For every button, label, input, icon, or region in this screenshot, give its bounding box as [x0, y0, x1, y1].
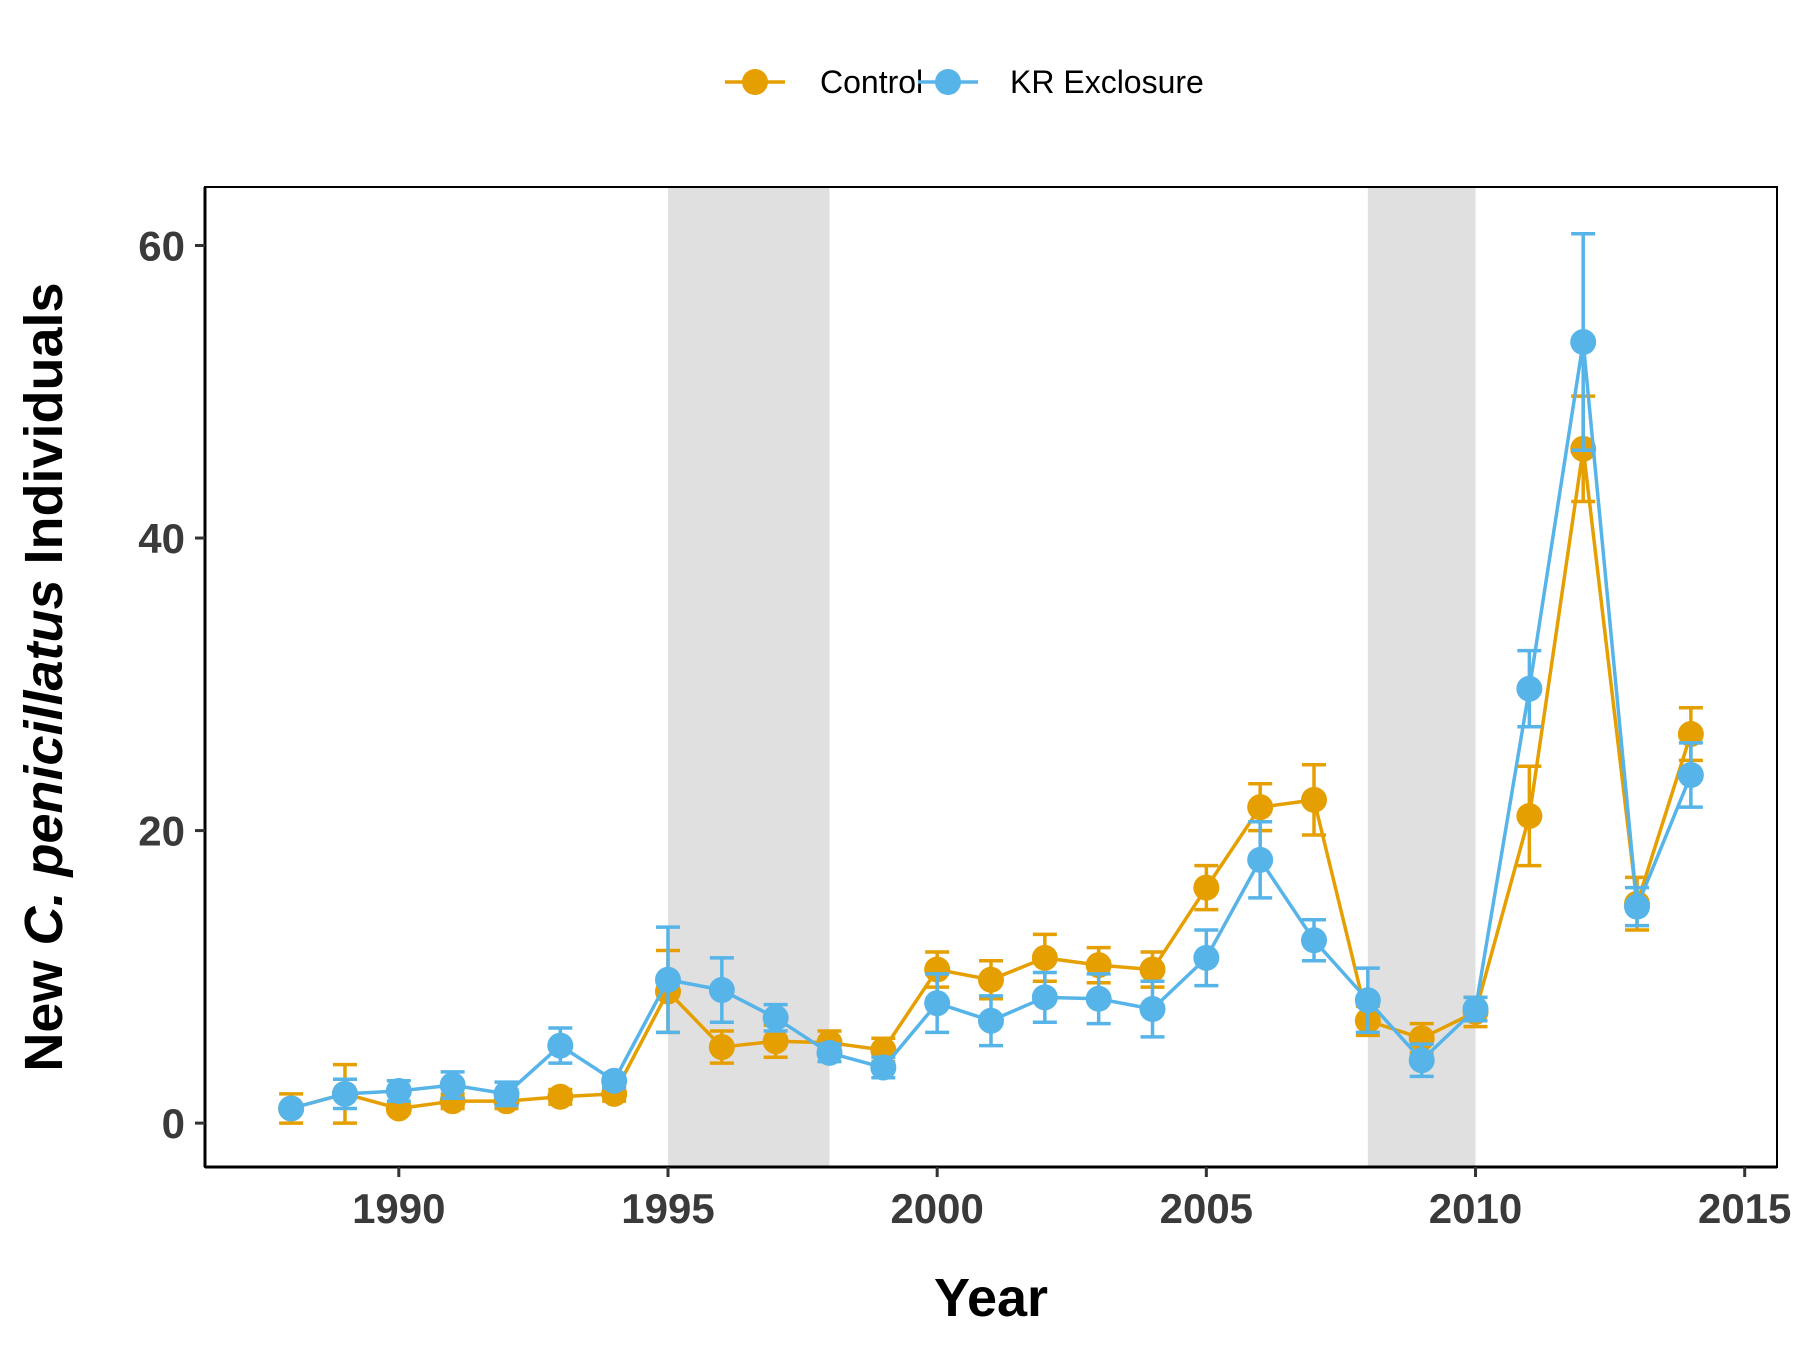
legend-key-point — [742, 69, 768, 95]
data-point — [1677, 762, 1704, 788]
data-point — [1247, 794, 1274, 821]
y-axis-title-part: Individuals — [14, 282, 74, 579]
data-point — [493, 1080, 520, 1107]
data-point — [601, 1067, 628, 1094]
series-layer — [278, 232, 1704, 1125]
data-point — [1139, 996, 1166, 1023]
data-point — [654, 966, 681, 993]
x-axis-title: Year — [934, 1268, 1048, 1328]
y-axis-title: New C. penicillatus Individuals — [14, 282, 74, 1071]
data-point — [870, 1054, 897, 1081]
shaded-period-0 — [667, 187, 830, 1167]
data-point — [1085, 952, 1112, 979]
data-point — [1031, 944, 1058, 971]
y-tick-label: 0 — [162, 1100, 185, 1147]
data-point — [924, 990, 951, 1017]
data-point — [762, 1028, 789, 1055]
x-tick-label: 1995 — [621, 1185, 714, 1232]
data-point — [1354, 987, 1381, 1014]
data-point — [385, 1077, 412, 1104]
data-point — [1624, 893, 1651, 920]
legend-key-point — [935, 69, 961, 95]
y-axis-title-part: New — [14, 946, 74, 1072]
x-tick-label: 2005 — [1160, 1185, 1253, 1232]
data-point — [1193, 944, 1220, 971]
series-kr-exclosure — [278, 232, 1704, 1122]
data-point — [1677, 721, 1704, 748]
y-axis-title-part: C. penicillatus — [14, 579, 74, 945]
data-point — [762, 1004, 789, 1031]
data-point — [331, 1080, 358, 1107]
legend-label: KR Exclosure — [1010, 64, 1204, 100]
x-tick-label: 2010 — [1429, 1185, 1522, 1232]
data-point — [1516, 802, 1543, 829]
data-point — [439, 1072, 466, 1099]
x-tick-label: 1990 — [352, 1185, 445, 1232]
data-point — [978, 966, 1004, 993]
shaded-period-1 — [1367, 187, 1476, 1167]
data-point — [1193, 874, 1220, 901]
data-point — [708, 977, 735, 1004]
y-tick-label: 60 — [138, 223, 185, 270]
legend-label: Control — [820, 64, 923, 100]
data-point — [978, 1007, 1004, 1034]
data-point — [1570, 329, 1597, 356]
data-point — [924, 956, 951, 983]
data-point — [278, 1095, 305, 1122]
data-point — [708, 1034, 735, 1061]
axes: 1990 1995 2000 2005 2010 2015 0 20 40 60 Year New C… — [14, 186, 1791, 1328]
data-point — [816, 1039, 843, 1066]
legend: Control KR Exclosure — [725, 64, 1204, 100]
data-point — [1516, 675, 1543, 702]
shaded-periods — [667, 187, 1476, 1167]
data-point — [1301, 927, 1328, 954]
x-tick-label: 2015 — [1698, 1185, 1791, 1232]
legend-item-control: Control — [725, 64, 923, 100]
legend-item-kr-exclosure: KR Exclosure — [918, 64, 1204, 100]
data-point — [1247, 846, 1274, 873]
data-point — [1139, 956, 1166, 983]
data-point — [1408, 1047, 1435, 1074]
data-point — [1462, 996, 1489, 1023]
y-tick-label: 40 — [138, 515, 185, 562]
data-point — [1085, 985, 1112, 1012]
data-point — [1301, 786, 1328, 813]
data-point — [547, 1083, 574, 1110]
x-tick-label: 2000 — [890, 1185, 983, 1232]
data-point — [547, 1032, 574, 1059]
data-point — [1031, 984, 1058, 1011]
y-tick-label: 20 — [138, 808, 185, 855]
